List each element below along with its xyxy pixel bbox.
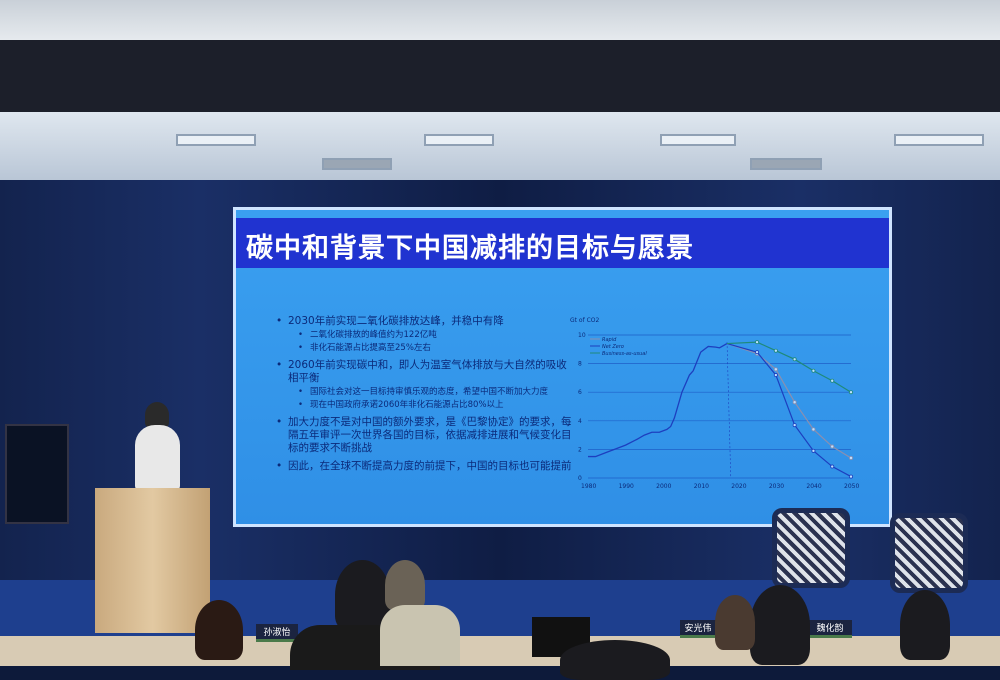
ceiling-vent [322,158,392,170]
bullet: 加大力度不是对中国的额外要求，是《巴黎协定》的要求，每隔五年审评一次世界各国的目… [276,416,576,455]
data-point [755,350,760,355]
bullet: 因此，在全球不断提高力度的前提下，中国的目标也可能提前 [276,460,576,473]
y-tick-label: 8 [578,361,582,368]
ceiling-top [0,0,1000,40]
emissions-chart: Gt of CO2 0 2 4 6 8 10 1980 1990 2000 2010 2020 2030… [570,317,859,490]
audience-head [750,585,810,665]
ceiling-vent [750,158,822,170]
ceiling-vent [894,134,984,146]
x-tick-label: 2030 [769,483,784,490]
audience-head [335,560,390,630]
audience-head [560,640,670,680]
name-card: 魏化韵 [808,620,852,638]
y-axis-label: Gt of CO2 [570,317,600,324]
data-point [792,400,797,405]
sub-bullet: 二氧化碳排放的峰值约为122亿吨 [276,330,576,341]
sub-bullet: 国际社会对这一目标持审慎乐观的态度，希望中国不断加大力度 [276,387,576,398]
ceiling-beam [0,40,1000,112]
side-monitor [5,424,69,524]
sub-bullet: 非化石能源占比提高至25%左右 [276,343,576,354]
data-point [811,427,816,432]
data-point [773,373,778,378]
audience-head [195,600,243,660]
audience-head [900,590,950,660]
ceiling-vent [660,134,736,146]
armchair [772,508,850,588]
legend-label: Rapid [602,337,617,343]
x-tick-label: 2010 [694,483,709,490]
data-point [830,464,835,469]
ceiling-vent [424,134,494,146]
data-point [792,357,797,362]
data-point [773,348,778,353]
speaker-head [145,402,169,428]
y-tick-label: 6 [578,389,582,396]
data-point [830,378,835,383]
x-tick-label: 2000 [656,483,671,490]
series-line-0 [726,343,852,459]
name-card: 孙淑怡 [256,624,298,642]
x-tick-label: 2040 [806,483,821,490]
ceiling [0,112,1000,180]
data-point [848,390,853,395]
audience-head [715,595,755,650]
slide-bullets: 2030年前实现二氧化碳排放达峰，并稳中有降二氧化碳排放的峰值约为122亿吨非化… [276,310,576,473]
slide-title: 碳中和背景下中国减排的目标与愿景 [246,233,694,264]
bullet: 2030年前实现二氧化碳排放达峰，并稳中有降 [276,315,576,328]
name-card: 安光伟 [680,620,716,638]
data-point [848,474,853,479]
data-point [811,368,816,373]
data-point [811,448,816,453]
y-tick-label: 2 [578,446,582,453]
legend-label: Business-as-usual [602,351,647,357]
data-point [830,444,835,449]
projection-screen: 碳中和背景下中国减排的目标与愿景 2030年前实现二氧化碳排放达峰，并稳中有降二… [233,207,892,527]
bullet: 2060年前实现碳中和，即人为温室气体排放与大自然的吸收相平衡 [276,359,576,385]
speaker [135,425,180,490]
x-tick-label: 2050 [844,483,859,490]
data-point [792,423,797,428]
historical-line [588,343,728,458]
data-point [848,455,853,460]
y-tick-label: 0 [578,475,582,482]
y-tick-label: 4 [578,418,582,425]
x-tick-label: 1980 [581,483,596,490]
podium [95,488,210,633]
sub-bullet: 现在中国政府承诺2060年非化石能源占比80%以上 [276,400,576,411]
divider-line [726,342,732,479]
slide-title-bar: 碳中和背景下中国减排的目标与愿景 [236,218,889,268]
y-tick-label: 10 [578,332,586,339]
legend-label: Net Zero [602,344,624,350]
audience-member [380,605,460,666]
x-tick-label: 1990 [619,483,634,490]
audience-desk [0,636,1000,666]
ceiling-vent [176,134,256,146]
armchair [890,513,968,593]
audience-head [385,560,425,610]
data-point [773,367,778,372]
data-point [755,340,760,345]
x-tick-label: 2020 [731,483,746,490]
